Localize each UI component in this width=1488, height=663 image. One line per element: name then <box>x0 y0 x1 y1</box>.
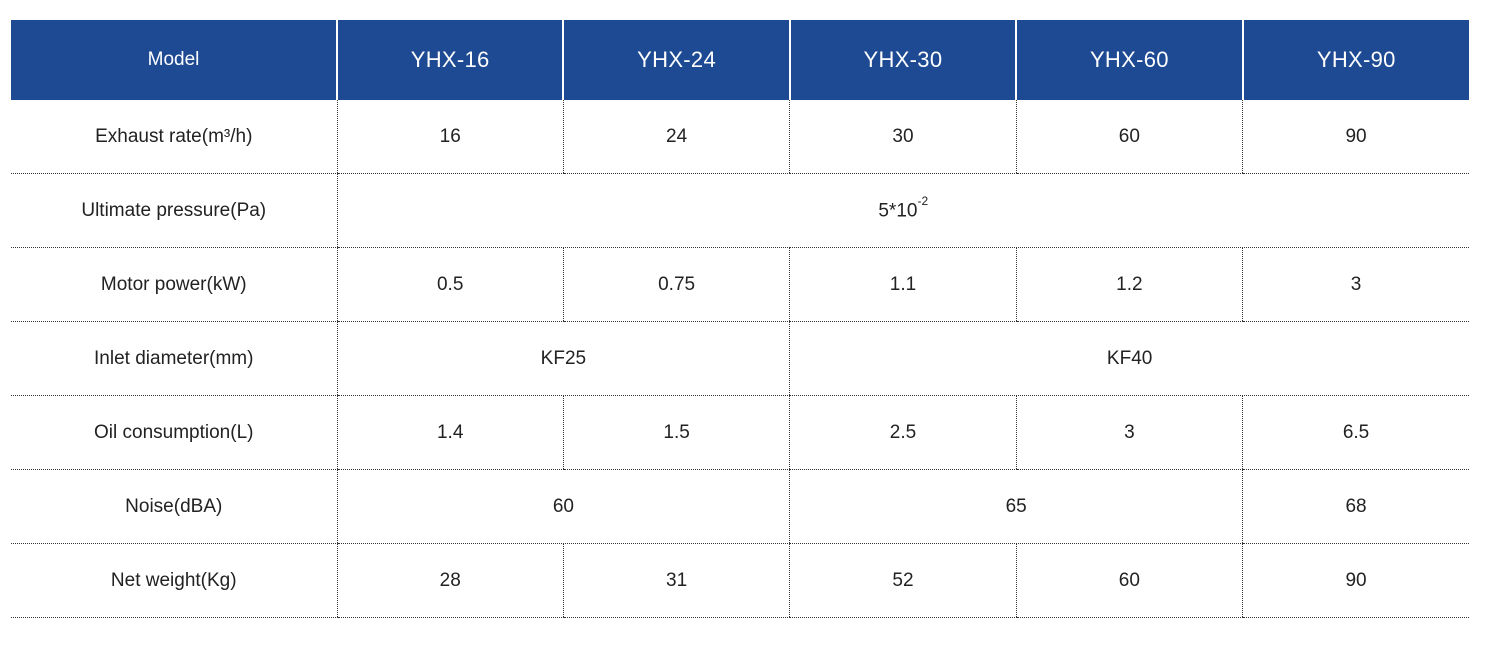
spec-table: Model YHX-16 YHX-24 YHX-30 YHX-60 YHX-90… <box>11 20 1469 618</box>
table-cell: 90 <box>1242 543 1469 618</box>
row-label: Oil consumption(L) <box>11 395 337 470</box>
table-row-inlet-diameter: Inlet diameter(mm) KF25 KF40 <box>11 321 1469 396</box>
table-row-oil-consumption: Oil consumption(L) 1.4 1.5 2.5 3 6.5 <box>11 395 1469 470</box>
table-cell: 1.1 <box>789 247 1017 322</box>
row-label: Net weight(Kg) <box>11 543 337 618</box>
header-row: Model YHX-16 YHX-24 YHX-30 YHX-60 YHX-90 <box>11 20 1469 100</box>
table-cell: 24 <box>562 100 790 174</box>
table-cell: 52 <box>789 543 1017 618</box>
table-row-motor-power: Motor power(kW) 0.5 0.75 1.1 1.2 3 <box>11 247 1469 322</box>
table-cell: 68 <box>1242 469 1469 544</box>
pressure-base: 5*10 <box>878 200 918 222</box>
header-model-yhx-60: YHX-60 <box>1015 20 1243 100</box>
table-cell: 16 <box>336 100 564 174</box>
row-label: Inlet diameter(mm) <box>11 321 337 396</box>
table-cell: 1.4 <box>336 395 564 470</box>
header-model-label: Model <box>11 20 337 100</box>
table-cell: 3 <box>1242 247 1469 322</box>
table-cell: 1.5 <box>562 395 790 470</box>
table-cell: 60 <box>1015 543 1243 618</box>
table-cell: 30 <box>789 100 1017 174</box>
row-label: Exhaust rate(m³/h) <box>11 100 337 174</box>
table-cell: 31 <box>562 543 790 618</box>
row-label: Motor power(kW) <box>11 247 337 322</box>
table-cell-merged: 60 <box>336 469 790 544</box>
table-row-net-weight: Net weight(Kg) 28 31 52 60 90 <box>11 543 1469 618</box>
row-label: Ultimate pressure(Pa) <box>11 173 337 248</box>
table-cell: 0.5 <box>336 247 564 322</box>
header-model-yhx-16: YHX-16 <box>335 20 564 100</box>
header-model-yhx-24: YHX-24 <box>562 20 790 100</box>
header-model-yhx-30: YHX-30 <box>788 20 1017 100</box>
table-row-exhaust-rate: Exhaust rate(m³/h) 16 24 30 60 90 <box>11 100 1469 174</box>
row-label: Noise(dBA) <box>11 469 337 544</box>
table-cell-merged: KF40 <box>789 321 1469 396</box>
table-row-ultimate-pressure: Ultimate pressure(Pa) 5*10-2 <box>11 173 1469 248</box>
table-cell-merged: 65 <box>789 469 1243 544</box>
table-cell: 1.2 <box>1015 247 1243 322</box>
table-cell: 6.5 <box>1242 395 1469 470</box>
table-cell: 0.75 <box>562 247 790 322</box>
header-model-yhx-90: YHX-90 <box>1241 20 1469 100</box>
pressure-exponent: -2 <box>917 194 929 209</box>
table-cell: 90 <box>1242 100 1469 174</box>
table-cell-merged: KF25 <box>336 321 790 396</box>
table-cell: 60 <box>1015 100 1243 174</box>
table-row-noise: Noise(dBA) 60 65 68 <box>11 469 1469 544</box>
table-cell: 28 <box>336 543 564 618</box>
table-cell: 3 <box>1015 395 1243 470</box>
table-cell: 2.5 <box>789 395 1017 470</box>
table-cell-merged: 5*10-2 <box>336 173 1469 248</box>
